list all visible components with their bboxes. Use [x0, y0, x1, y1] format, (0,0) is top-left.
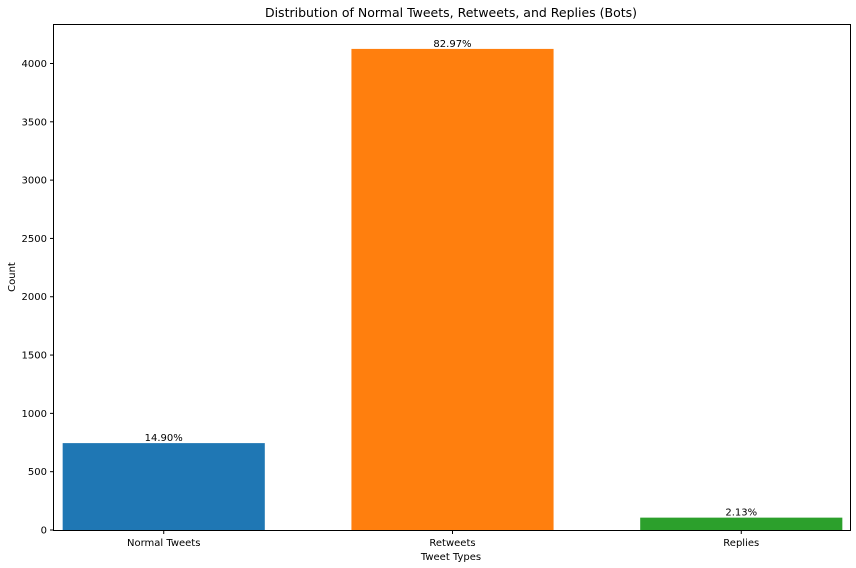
- bar-normal-tweets: [62, 443, 265, 530]
- y-tick-label: 1000: [22, 409, 47, 420]
- y-tick-label: 2500: [22, 234, 47, 245]
- y-axis-label: Count: [7, 262, 18, 292]
- y-tick-label: 500: [28, 467, 47, 478]
- x-tick-label: Retweets: [429, 538, 475, 549]
- y-tick-label: 1500: [22, 351, 47, 362]
- data-label: 82.97%: [433, 39, 471, 50]
- bars-group: [62, 48, 843, 530]
- y-tick-label: 0: [41, 526, 47, 537]
- x-axis-label: Tweet Types: [420, 552, 481, 563]
- bar-replies: [640, 517, 843, 530]
- y-tick-label: 2000: [22, 292, 47, 303]
- chart-title: Distribution of Normal Tweets, Retweets,…: [265, 5, 637, 20]
- y-tick-label: 3000: [22, 176, 47, 187]
- x-axis: Normal Tweets Retweets Replies: [127, 530, 759, 549]
- data-label: 14.90%: [145, 433, 183, 444]
- data-labels-group: 14.90% 82.97% 2.13%: [145, 39, 757, 519]
- bar-retweets: [351, 48, 554, 530]
- x-tick-label: Replies: [723, 538, 759, 549]
- y-axis: 0 500 1000 1500 2000 2500 3000 3500 4000: [22, 59, 54, 537]
- plot-frame: [53, 24, 851, 531]
- y-tick-label: 4000: [22, 59, 47, 70]
- data-label: 2.13%: [725, 508, 757, 519]
- y-tick-label: 3500: [22, 117, 47, 128]
- x-tick-label: Normal Tweets: [127, 538, 200, 549]
